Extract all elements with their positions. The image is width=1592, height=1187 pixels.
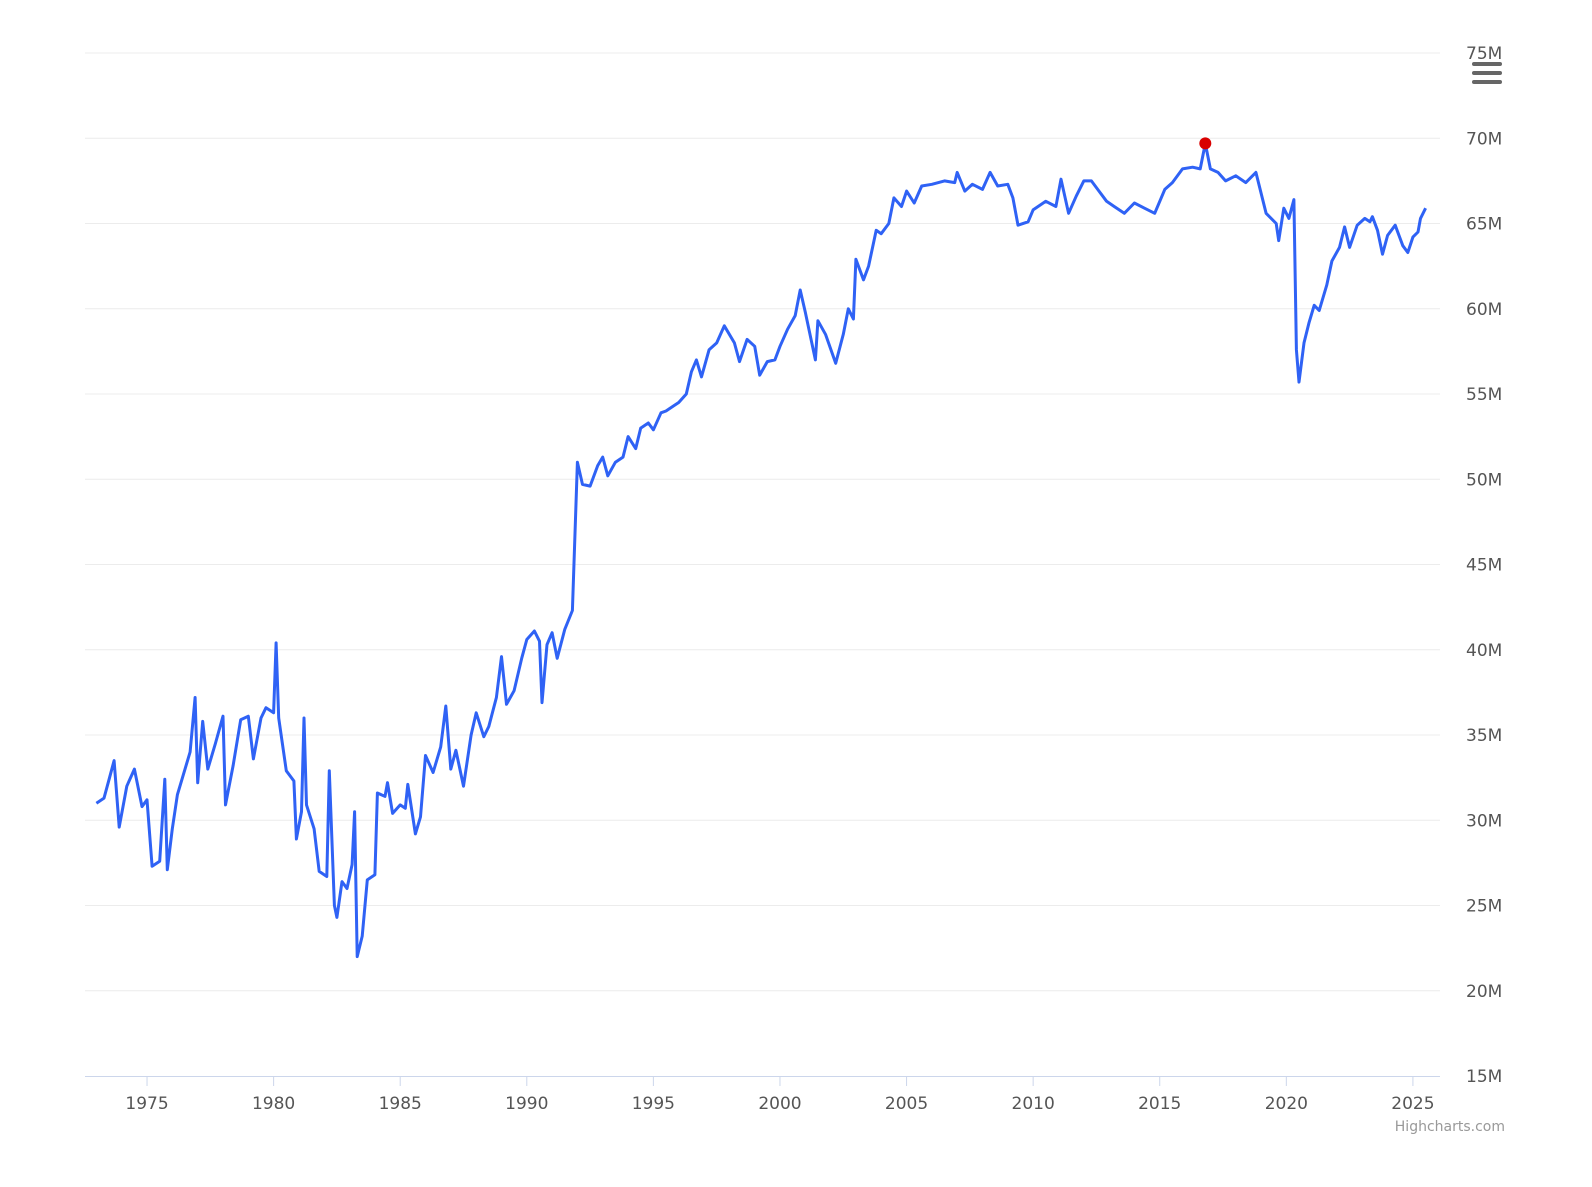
x-tick-label: 1980 — [252, 1094, 295, 1114]
x-tick-label: 2000 — [758, 1094, 801, 1114]
y-tick-label: 25M — [1466, 897, 1502, 917]
line-series — [95, 141, 1427, 959]
x-tick-label: 1985 — [379, 1094, 422, 1114]
y-tick-label: 40M — [1466, 641, 1502, 661]
y-tick-label: 30M — [1466, 811, 1502, 831]
menu-bar — [1472, 71, 1502, 75]
menu-bar — [1472, 62, 1502, 66]
credit[interactable]: Highcharts.com — [1395, 1119, 1505, 1135]
y-tick-label: 70M — [1466, 129, 1502, 149]
y-tick-label: 35M — [1466, 726, 1502, 746]
y-tick-label: 20M — [1466, 982, 1502, 1002]
y-tick-label: 45M — [1466, 556, 1502, 576]
y-tick-label: 55M — [1466, 385, 1502, 405]
x-tick-label: 1975 — [125, 1094, 168, 1114]
x-tick-label: 2010 — [1012, 1094, 1055, 1114]
y-tick-label: 15M — [1466, 1067, 1502, 1087]
x-tick-label: 2025 — [1391, 1094, 1434, 1114]
y-tick-label: 65M — [1466, 215, 1502, 235]
y-tick-label: 60M — [1466, 300, 1502, 320]
x-tick-label: 2015 — [1138, 1094, 1181, 1114]
y-tick-label: 75M — [1466, 44, 1502, 64]
x-tick-label: 1995 — [632, 1094, 675, 1114]
x-tick-label: 1990 — [505, 1094, 548, 1114]
peak-marker — [1199, 137, 1212, 150]
x-tick-label: 2005 — [885, 1094, 928, 1114]
x-tick-label: 2020 — [1265, 1094, 1308, 1114]
menu-bar — [1472, 80, 1502, 84]
menu-button[interactable] — [1472, 62, 1502, 84]
y-tick-label: 50M — [1466, 470, 1502, 490]
